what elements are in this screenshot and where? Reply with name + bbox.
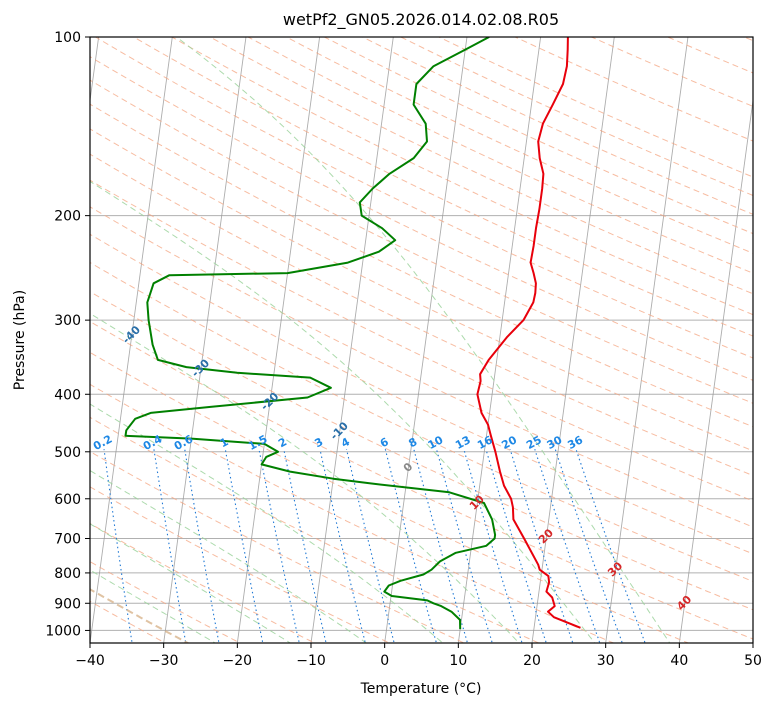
dry-adiabat-line bbox=[90, 56, 753, 381]
y-tick-label: 1000 bbox=[45, 623, 81, 639]
moist-adiabat-line bbox=[90, 469, 368, 643]
plot-area: 0.10.20.40.611.52346810131620253036-100-… bbox=[90, 37, 753, 643]
y-tick-label: 600 bbox=[54, 492, 81, 508]
isotherm-line bbox=[163, 37, 247, 643]
mixing-ratio-line bbox=[554, 449, 623, 643]
dry-adiabat-line bbox=[90, 233, 753, 555]
y-axis: 1000 900 800 700 600 500 400 300 200 100 bbox=[45, 30, 90, 639]
x-tick-label: −20 bbox=[223, 653, 253, 669]
dry-adiabat-line bbox=[90, 320, 753, 640]
dry-adiabat-line bbox=[90, 261, 753, 582]
y-tick-label: 400 bbox=[54, 387, 81, 403]
mixing-ratio-label: 20 bbox=[499, 433, 519, 452]
mixing-ratio-label: 36 bbox=[565, 433, 585, 452]
y-tick-label: 700 bbox=[54, 532, 81, 548]
profile-lines bbox=[124, 37, 581, 630]
x-axis-title: Temperature (°C) bbox=[360, 681, 482, 697]
y-tick-label: 200 bbox=[54, 209, 81, 225]
dry-adiabat-line bbox=[90, 561, 242, 643]
moist-adiabat-line bbox=[90, 312, 520, 643]
moist-adiabat-line bbox=[90, 403, 444, 643]
isotherm-line bbox=[90, 37, 173, 643]
isotherm-line bbox=[236, 37, 321, 643]
y-tick-label: 800 bbox=[54, 566, 81, 582]
dry-adiabat-line bbox=[90, 206, 753, 528]
x-tick-label: 40 bbox=[670, 653, 688, 669]
dewpoint-line bbox=[124, 37, 497, 630]
x-tick-label: 0 bbox=[380, 653, 389, 669]
mixing-ratio-label: 16 bbox=[475, 433, 495, 452]
dry-adiabat-line bbox=[90, 450, 466, 643]
mixing-ratio-label: 13 bbox=[453, 433, 473, 452]
dry-adiabat-line bbox=[90, 416, 541, 643]
mixing-ratio-line bbox=[319, 449, 366, 643]
isotherm-line bbox=[310, 37, 394, 643]
mixing-ratio-line bbox=[413, 449, 469, 643]
y-tick-label: 300 bbox=[54, 313, 81, 329]
mixing-ratio-line bbox=[463, 449, 523, 643]
x-tick-label: 10 bbox=[449, 653, 467, 669]
moist-adiabat-line bbox=[90, 180, 596, 643]
mixing-ratio-label: 10 bbox=[426, 433, 446, 452]
plot-frame bbox=[89, 36, 754, 644]
moist-adiabat-line bbox=[175, 37, 671, 643]
dry-adiabat-line bbox=[90, 291, 753, 611]
x-axis: −40 −30 −20 −10 0 10 20 30 40 50 bbox=[75, 643, 762, 669]
x-tick-label: 30 bbox=[597, 653, 615, 669]
isotherm-line bbox=[678, 97, 753, 643]
temperature-line bbox=[476, 37, 581, 629]
background-lines bbox=[90, 37, 753, 643]
isotherm-line bbox=[605, 37, 689, 643]
dry-adiabat-line bbox=[90, 522, 316, 643]
wet-bulb-curve bbox=[90, 588, 190, 643]
mixing-ratio-label: 25 bbox=[524, 433, 544, 452]
x-tick-label: −10 bbox=[296, 653, 326, 669]
mixing-ratio-line bbox=[435, 449, 493, 643]
dry-adiabat-line bbox=[208, 37, 753, 295]
mixing-ratio-label: 30 bbox=[545, 433, 565, 452]
dry-adiabat-line bbox=[90, 128, 753, 452]
mixing-ratio-line bbox=[345, 449, 395, 643]
y-tick-label: 500 bbox=[54, 445, 81, 461]
isotherm-line bbox=[531, 37, 615, 643]
y-tick-label: 900 bbox=[54, 596, 81, 612]
dry-adiabat-line bbox=[132, 37, 753, 337]
y-axis-title: Pressure (hPa) bbox=[12, 290, 28, 390]
chart-title: wetPf2_GN05.2026.014.02.08.R05 bbox=[283, 10, 559, 30]
mixing-ratio-line bbox=[534, 449, 601, 643]
y-tick-label: 100 bbox=[54, 30, 81, 46]
x-tick-label: −30 bbox=[149, 653, 179, 669]
dry-adiabat-line bbox=[90, 103, 753, 428]
x-tick-label: −40 bbox=[75, 653, 105, 669]
x-tick-label: 50 bbox=[744, 653, 762, 669]
x-tick-label: 20 bbox=[523, 653, 541, 669]
dry-adiabat-line bbox=[90, 179, 753, 502]
mixing-ratio-line bbox=[384, 449, 437, 643]
